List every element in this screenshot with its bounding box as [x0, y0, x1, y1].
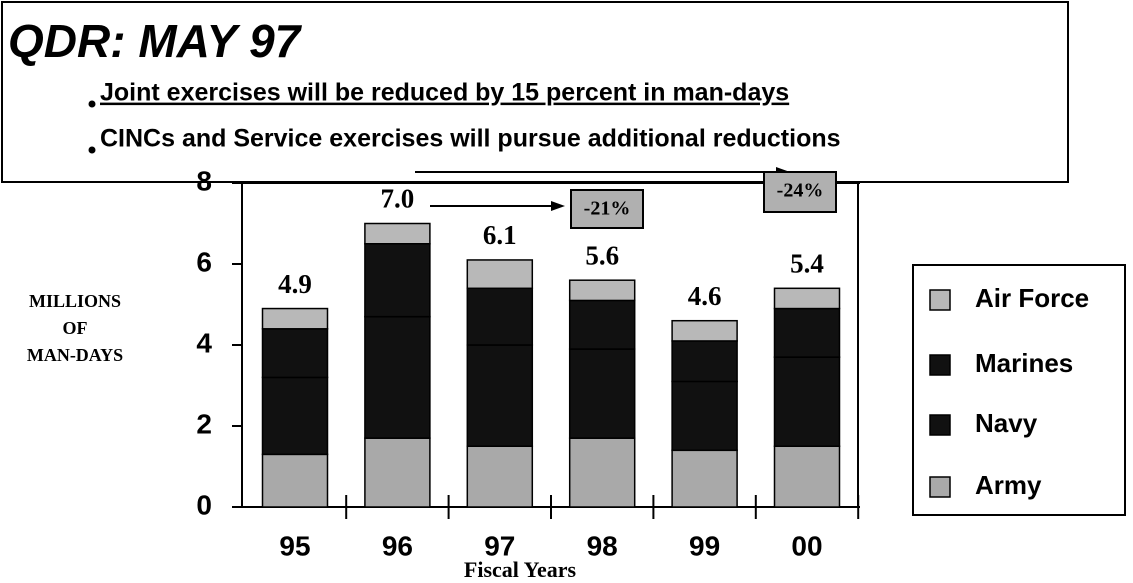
bar-segment	[773, 445, 841, 508]
bar-segment	[568, 299, 636, 350]
x-tick-label: 99	[689, 530, 720, 561]
annotation: -21%	[584, 198, 631, 220]
total-label: 5.6	[585, 240, 619, 270]
x-tick-label: 97	[484, 530, 515, 561]
bar-segment	[261, 376, 329, 456]
bar-segment	[671, 319, 738, 342]
title: QDR: MAY 97	[8, 15, 303, 67]
y-tick-label: 2	[196, 408, 212, 439]
annotation-box	[570, 189, 644, 229]
legend-swatch	[929, 414, 951, 436]
x-tick-label: 00	[791, 530, 822, 561]
x-tick-label: 95	[279, 530, 310, 561]
y-tick-label: 6	[196, 246, 212, 277]
bar-segment	[364, 222, 431, 245]
legend-label: Navy	[975, 408, 1038, 438]
bar-segment	[364, 437, 431, 508]
bar-segment	[364, 243, 431, 318]
bar-segment	[773, 307, 841, 358]
legend-label: Army	[975, 470, 1042, 500]
bar-segment	[773, 287, 841, 310]
legend-swatch	[929, 354, 951, 376]
bar-segment	[568, 279, 636, 302]
bar-segment	[466, 287, 534, 346]
y-axis-label: OF	[63, 318, 88, 338]
total-label: 4.9	[278, 269, 312, 299]
bar-segment	[568, 437, 636, 508]
y-tick-label: 4	[196, 327, 212, 358]
total-label: 6.1	[483, 220, 517, 250]
y-axis-label: MAN-DAYS	[27, 345, 123, 365]
legend-swatch	[929, 289, 951, 311]
x-tick-label: 96	[382, 530, 413, 561]
annotation: -24%	[777, 180, 824, 202]
y-axis-label: MILLIONS	[29, 291, 121, 311]
x-tick-label: 98	[587, 530, 618, 561]
y-tick-label: 0	[196, 489, 212, 520]
bar-segment	[364, 315, 431, 439]
bar-segment	[671, 380, 738, 452]
bar-segment	[671, 340, 738, 383]
total-label: 5.4	[790, 249, 824, 279]
arrow-head	[551, 201, 565, 211]
bullet-dot	[88, 100, 96, 108]
total-label: 4.6	[688, 281, 722, 311]
x-axis-label: Fiscal Years	[464, 557, 577, 582]
bullet: CINCs and Service exercises will pursue …	[100, 125, 841, 153]
bar-segment	[568, 348, 636, 439]
bullet: Joint exercises will be reduced by 15 pe…	[100, 79, 789, 107]
bar-segment	[261, 328, 329, 379]
y-tick-label: 8	[196, 165, 212, 196]
bar-segment	[466, 344, 534, 447]
bar-segment	[261, 307, 329, 330]
legend-label: Air Force	[975, 283, 1089, 313]
total-label: 7.0	[381, 184, 415, 214]
bar-segment	[773, 356, 841, 447]
bar-segment	[466, 445, 534, 508]
bullet-dot	[88, 146, 96, 154]
annotation-box	[763, 171, 837, 213]
bar-segment	[466, 259, 534, 290]
legend-label: Marines	[975, 348, 1073, 378]
bar-segment	[671, 449, 738, 508]
legend-swatch	[929, 476, 951, 498]
bar-segment	[261, 453, 329, 508]
